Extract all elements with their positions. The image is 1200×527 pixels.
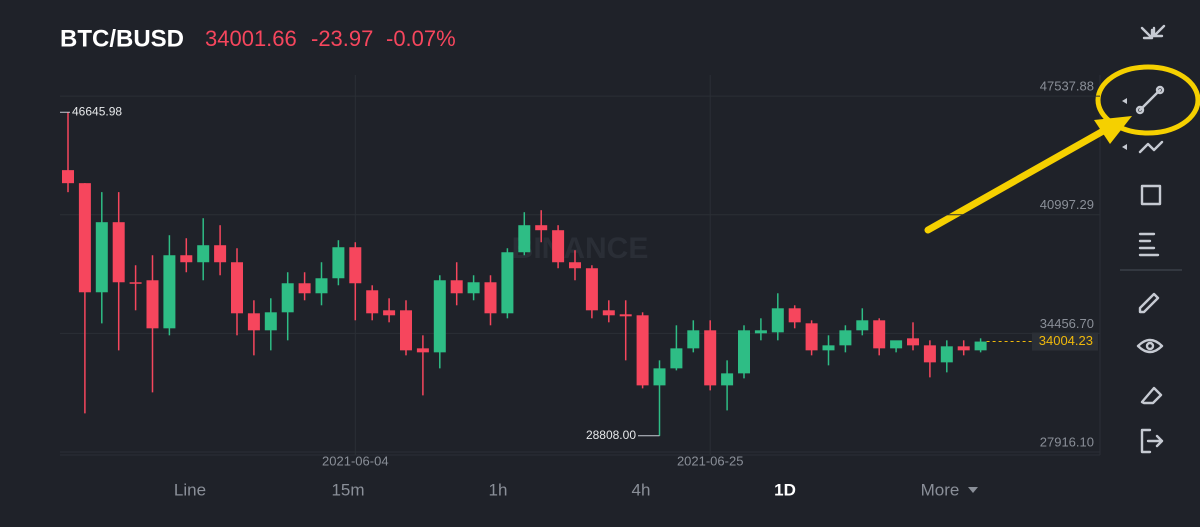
line-tool-icon[interactable]: [1138, 88, 1162, 112]
candle-body: [231, 262, 243, 314]
candle-body: [839, 330, 852, 346]
candle-body: [974, 341, 987, 351]
pair: BTC/BUSD: [60, 25, 184, 52]
expand-markers: [1122, 98, 1127, 150]
candle-body: [315, 278, 328, 294]
candle-body: [416, 348, 429, 353]
candle-body: [754, 330, 767, 334]
candle-body: [771, 308, 784, 333]
x-tick-label: 2021-06-25: [677, 453, 744, 468]
timeframe-tab[interactable]: Line: [174, 480, 206, 499]
candle-body: [856, 320, 869, 331]
highlight-circle: [1095, 64, 1200, 136]
candle-body: [687, 330, 700, 349]
last-price-box: [1032, 332, 1098, 351]
candle-body: [450, 280, 463, 294]
candle-body: [281, 283, 294, 313]
candle-body: [467, 282, 480, 294]
shape-icon[interactable]: [1140, 184, 1162, 206]
more-caret: [968, 487, 978, 493]
candle-body: [602, 310, 615, 316]
candle-body: [501, 252, 514, 314]
low-label: 28808.00: [586, 428, 636, 442]
fib-icon[interactable]: [1138, 232, 1160, 257]
candle-body: [400, 310, 412, 351]
candle-body: [197, 245, 210, 263]
candle-body: [788, 308, 801, 323]
candle-body: [738, 330, 750, 374]
candle-body: [332, 247, 345, 279]
candle-body: [957, 346, 970, 351]
candle-body: [940, 346, 953, 363]
pen-icon[interactable]: [1138, 292, 1160, 314]
candle-body: [552, 230, 565, 263]
candle-body: [923, 345, 936, 363]
candle-body: [95, 222, 108, 293]
candle-body: [873, 320, 886, 349]
candle-body: [214, 245, 227, 263]
arrow-head: [1094, 116, 1132, 144]
candle-body: [163, 255, 176, 329]
candle-body: [569, 262, 581, 269]
x-tick-label: 2021-06-04: [322, 453, 389, 468]
y-tick-label: 40997.29: [1040, 197, 1094, 212]
high-label: 46645.98: [72, 104, 122, 118]
multi-line-icon[interactable]: [1138, 140, 1164, 154]
candle-body: [907, 338, 919, 346]
candle-body: [653, 368, 666, 386]
candle-body: [670, 348, 683, 369]
candle-body: [636, 315, 649, 386]
candle-body: [112, 222, 125, 283]
collapse-icon[interactable]: [1140, 24, 1166, 40]
candle-body: [619, 314, 632, 317]
watermark: BINANCE: [512, 232, 649, 265]
candle-body: [349, 247, 362, 284]
candle-body: [264, 312, 277, 331]
line-tool-dot: [1155, 85, 1165, 95]
candle-body: [721, 373, 734, 386]
candle-body: [518, 225, 531, 253]
line-tool-dot: [1135, 105, 1145, 115]
candle-body: [366, 290, 379, 314]
y-tick-label: 27916.10: [1040, 434, 1094, 449]
candle-body: [247, 313, 260, 331]
candle-body: [484, 282, 497, 314]
candle-body: [535, 225, 548, 231]
candle-body: [822, 345, 835, 351]
candle-body: [129, 282, 142, 284]
candle-body: [180, 255, 193, 263]
y-tick-label: 34456.70: [1040, 316, 1094, 331]
candle-body: [78, 183, 91, 293]
timeframe-tab[interactable]: 1D: [774, 480, 796, 499]
price: 34001.66: [205, 26, 297, 51]
candle-body: [890, 340, 903, 349]
timeframe-tab[interactable]: More: [921, 480, 960, 499]
toolbar: [1135, 24, 1166, 454]
eye-icon[interactable]: [1136, 338, 1164, 354]
y-tick-label: 47537.88: [1040, 79, 1094, 94]
eye-pupil: [1145, 341, 1155, 351]
candle-body: [298, 283, 311, 294]
change-pct: -0.07%: [386, 26, 456, 51]
last-price-label: 34004.23: [1039, 333, 1093, 348]
candle-body: [704, 330, 717, 386]
candle-body: [433, 280, 446, 353]
highlight-arrow: [924, 126, 1109, 234]
timeframe-tab[interactable]: 15m: [331, 480, 364, 499]
change: -23.97: [311, 26, 373, 51]
timeframe-tab[interactable]: 4h: [632, 480, 651, 499]
candle-body: [62, 170, 74, 184]
candle-body: [805, 323, 818, 351]
candle-body: [146, 280, 159, 329]
candle-body: [585, 268, 598, 311]
timeframe-tab[interactable]: 1h: [489, 480, 508, 499]
eraser-icon[interactable]: [1140, 386, 1163, 405]
exit-icon[interactable]: [1140, 428, 1164, 454]
candle-body: [383, 310, 396, 316]
